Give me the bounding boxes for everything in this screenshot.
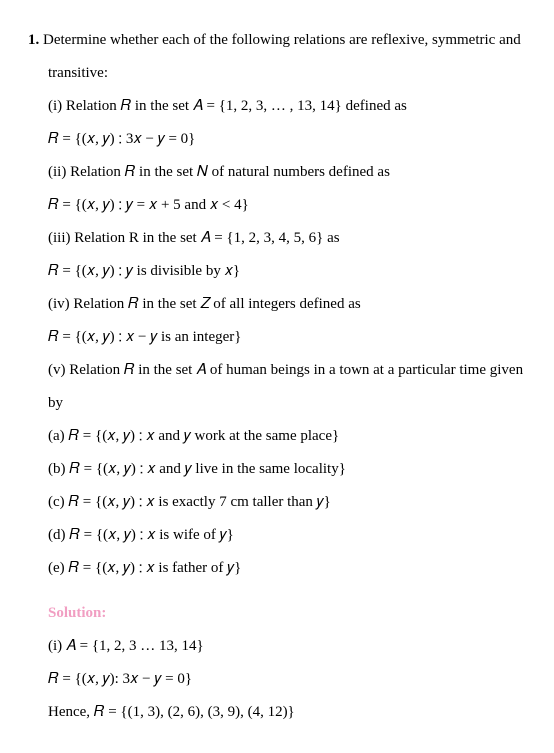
part-v-line1: (v) Relation 𝑅 in the set 𝐴 of human bei… [48, 354, 526, 420]
question-parts: (i) Relation 𝑅 in the set 𝐴 = {1, 2, 3, … [48, 90, 526, 585]
question-prompt: 1. Determine whether each of the followi… [48, 24, 526, 90]
part-v-c: (c) 𝑅 = {(𝑥, 𝑦) ∶ 𝑥 is exactly 7 cm tall… [48, 486, 526, 519]
part-v-b: (b) 𝑅 = {(𝑥, 𝑦) ∶ 𝑥 and 𝑦 live in the sa… [48, 453, 526, 486]
part-i-line2: 𝑅 = {(𝑥, 𝑦) ∶ 3𝑥 − 𝑦 = 0} [48, 123, 526, 156]
part-v-e: (e) 𝑅 = {(𝑥, 𝑦) ∶ 𝑥 is father of 𝑦} [48, 552, 526, 585]
solution-heading: Solution: [48, 597, 526, 630]
question-prompt-text: Determine whether each of the following … [43, 32, 521, 81]
solution-line-2: 𝑅 = {(𝑥, 𝑦): 3𝑥 − 𝑦 = 0} [48, 663, 526, 696]
part-iii-line1: (iii) Relation R in the set 𝐴 = {1, 2, 3… [48, 222, 526, 255]
part-iii-line2: 𝑅 = {(𝑥, 𝑦) ∶ 𝑦 is divisible by 𝑥} [48, 255, 526, 288]
part-iv-line2: 𝑅 = {(𝑥, 𝑦) ∶ 𝑥 − 𝑦 is an integer} [48, 321, 526, 354]
part-iv-line1: (iv) Relation 𝑅 in the set 𝑍 of all inte… [48, 288, 526, 321]
question-block: 1. Determine whether each of the followi… [28, 24, 526, 585]
question-number: 1. [28, 32, 39, 48]
solution-line-3: Hence, 𝑅 = {(1, 3), (2, 6), (3, 9), (4, … [48, 696, 526, 729]
solution-body: (i) 𝐴 = {1, 2, 3 … 13, 14} 𝑅 = {(𝑥, 𝑦): … [48, 630, 526, 729]
part-ii-line2: 𝑅 = {(𝑥, 𝑦) ∶ 𝑦 = 𝑥 + 5 and 𝑥 < 4} [48, 189, 526, 222]
part-v-a: (a) 𝑅 = {(𝑥, 𝑦) ∶ 𝑥 and 𝑦 work at the sa… [48, 420, 526, 453]
solution-line-1: (i) 𝐴 = {1, 2, 3 … 13, 14} [48, 630, 526, 663]
part-i-line1: (i) Relation 𝑅 in the set 𝐴 = {1, 2, 3, … [48, 90, 526, 123]
solution-block: Solution: (i) 𝐴 = {1, 2, 3 … 13, 14} 𝑅 =… [28, 597, 526, 729]
part-v-d: (d) 𝑅 = {(𝑥, 𝑦) ∶ 𝑥 is wife of 𝑦} [48, 519, 526, 552]
part-ii-line1: (ii) Relation 𝑅 in the set 𝑁 of natural … [48, 156, 526, 189]
